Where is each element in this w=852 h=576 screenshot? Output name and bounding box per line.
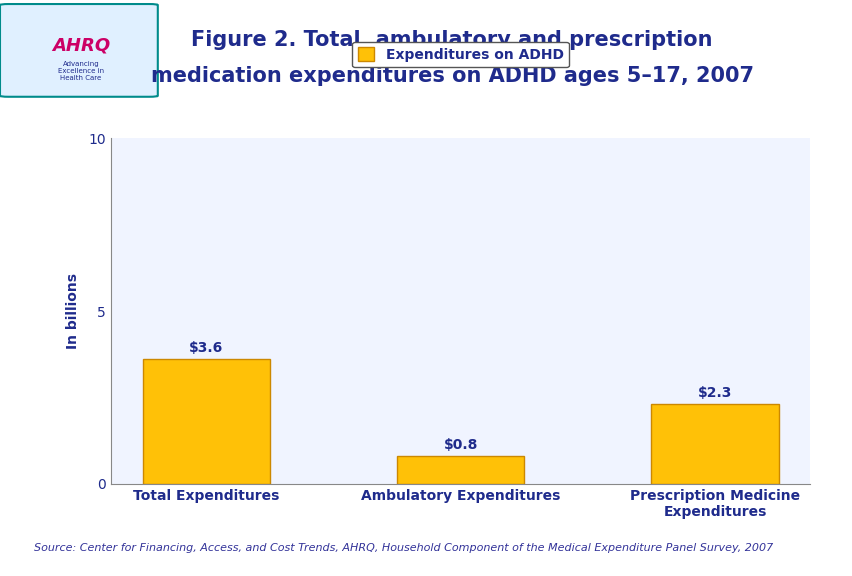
FancyBboxPatch shape [0, 4, 158, 97]
Text: $3.6: $3.6 [189, 341, 223, 355]
Text: Figure 2. Total, ambulatory and prescription: Figure 2. Total, ambulatory and prescrip… [191, 31, 712, 50]
Y-axis label: In billions: In billions [66, 273, 80, 349]
Text: $0.8: $0.8 [443, 438, 477, 452]
Bar [651, 404, 778, 484]
Text: AHRQ: AHRQ [52, 36, 110, 54]
Text: medication expenditures on ADHD ages 5–17, 2007: medication expenditures on ADHD ages 5–1… [151, 66, 752, 86]
Text: $2.3: $2.3 [697, 386, 731, 400]
Text: Advancing
Excellence in
Health Care: Advancing Excellence in Health Care [58, 60, 104, 81]
Legend: Expenditures on ADHD: Expenditures on ADHD [352, 41, 568, 67]
Text: Source: Center for Financing, Access, and Cost Trends, AHRQ, Household Component: Source: Center for Financing, Access, an… [34, 543, 773, 553]
Bar [396, 456, 524, 484]
Bar [142, 359, 269, 484]
